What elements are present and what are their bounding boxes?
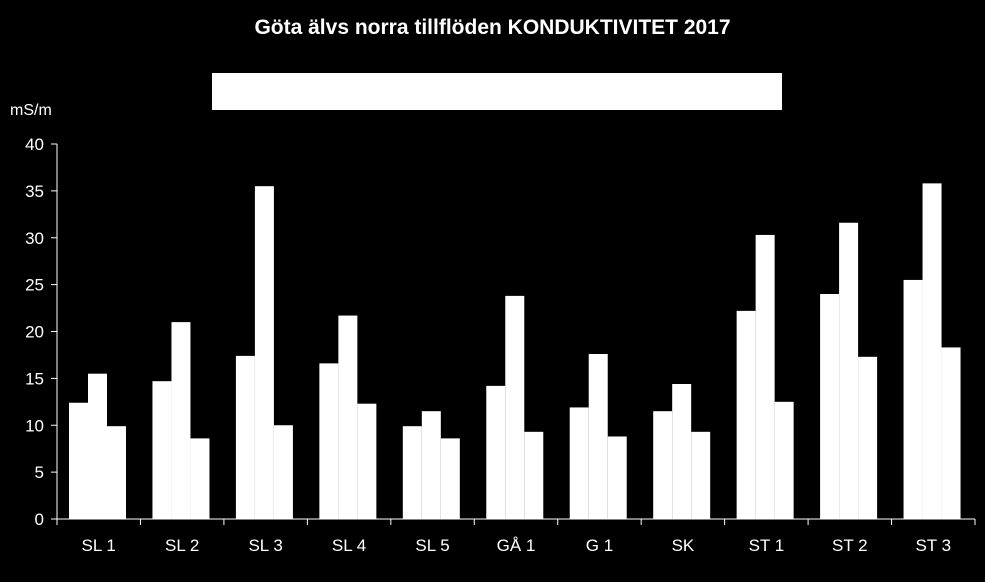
x-tick-label: G 1 [586, 536, 613, 555]
bar-s3-sl-4 [357, 403, 377, 519]
y-tick-label: 0 [35, 510, 44, 529]
bar-s3-sl-2 [190, 438, 210, 519]
x-tick-label: ST 3 [915, 536, 951, 555]
y-tick-label: 15 [25, 369, 44, 388]
bar-s2-st-2 [839, 222, 859, 519]
chart-title: Göta älvs norra tillflöden KONDUKTIVITET… [254, 16, 731, 39]
bar-s3-st-1 [774, 401, 794, 519]
bar-s2-sl-4 [338, 315, 358, 519]
x-tick-label: GÅ 1 [497, 536, 536, 555]
y-tick-label: 40 [25, 135, 44, 154]
bar-s1-sl-4 [319, 363, 339, 519]
bar-s3-st-3 [941, 347, 961, 519]
legend-box [212, 73, 782, 110]
y-tick-label: 35 [25, 182, 44, 201]
y-tick-label: 10 [25, 416, 44, 435]
bar-s2-sl-3 [254, 186, 274, 519]
bar-s3-gå-1 [524, 431, 544, 519]
y-tick-label: 20 [25, 323, 44, 342]
y-tick-label: 30 [25, 229, 44, 248]
bar-s3-sl-3 [273, 425, 293, 519]
bar-s2-sk [672, 384, 692, 519]
y-tick-label: 5 [35, 463, 44, 482]
x-tick-label: SL 5 [415, 536, 449, 555]
bar-s1-st-2 [820, 294, 840, 519]
y-tick-label: 25 [25, 276, 44, 295]
bar-s2-sl-2 [171, 322, 191, 519]
bar-s3-g-1 [607, 436, 627, 519]
bar-s1-g-1 [569, 407, 589, 519]
bar-s1-sl-3 [235, 355, 255, 519]
bar-s1-gå-1 [486, 385, 506, 519]
bar-s2-st-3 [922, 183, 942, 519]
bar-s1-sl-1 [69, 402, 88, 519]
y-axis-unit-label: mS/m [10, 102, 52, 119]
bar-s1-sl-2 [152, 381, 172, 519]
x-tick-label: ST 2 [832, 536, 868, 555]
bar-s2-st-1 [755, 234, 775, 519]
bar-s1-st-1 [736, 310, 756, 519]
bar-s1-st-3 [903, 279, 923, 519]
x-tick-label: SL 4 [332, 536, 366, 555]
bar-s3-st-2 [858, 356, 878, 519]
x-tick-label: SL 1 [82, 536, 116, 555]
bar-s2-sl-5 [421, 411, 441, 519]
bar-s3-sk [691, 431, 711, 519]
bar-s2-gå-1 [505, 295, 525, 519]
x-tick-label: ST 1 [749, 536, 785, 555]
x-tick-label: SK [672, 536, 695, 555]
bar-s1-sl-5 [402, 426, 422, 519]
bar-s3-sl-5 [440, 438, 460, 519]
bar-s3-sl-1 [107, 426, 126, 519]
bar-s1-sk [653, 411, 673, 519]
bar-s2-sl-1 [88, 373, 107, 519]
x-tick-label: SL 3 [248, 536, 282, 555]
x-tick-label: SL 2 [165, 536, 199, 555]
bar-s2-g-1 [588, 354, 608, 519]
